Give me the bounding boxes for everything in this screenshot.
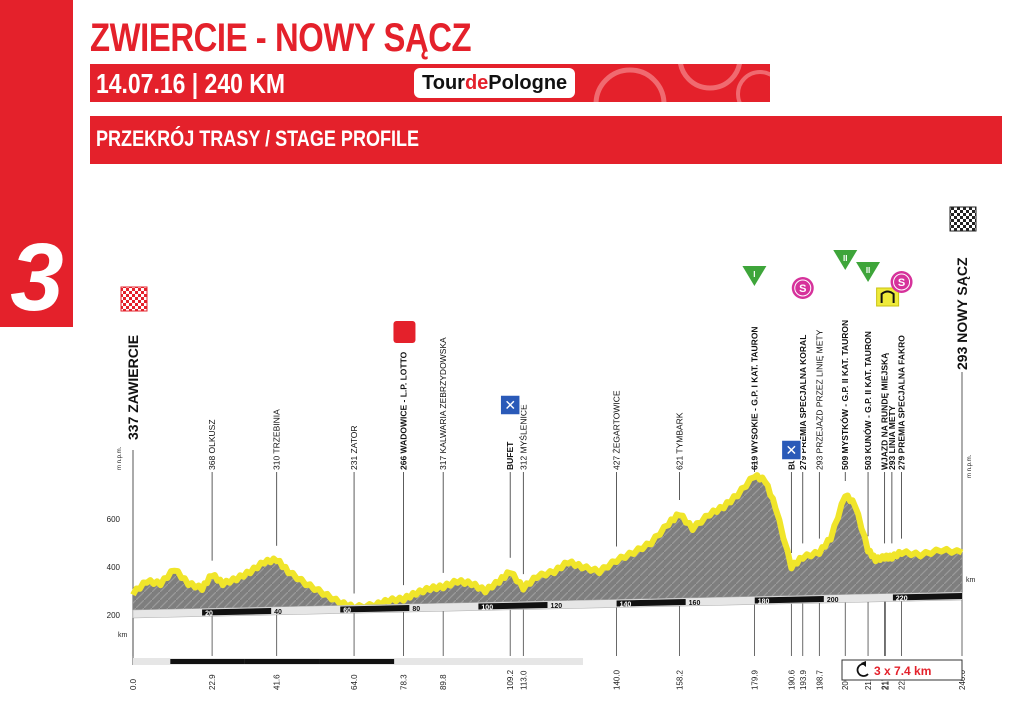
- x-unit-label-left: km: [118, 632, 128, 639]
- km-ruler-segment: [478, 602, 548, 610]
- sprint-symbol: S: [799, 283, 806, 295]
- km-tick-label: 20: [205, 611, 213, 618]
- circuit-note-text: 3 x 7.4 km: [874, 664, 931, 678]
- start-label: 337 ZAWIERCIE: [125, 335, 141, 440]
- stage-number-badge: 3: [0, 0, 73, 327]
- place-label: BUFET: [505, 441, 515, 470]
- finish-flag-icon: [949, 206, 977, 232]
- km-tick-label: 100: [481, 605, 493, 612]
- km-tick-label: 140: [620, 602, 632, 609]
- y-tick-label: 200: [107, 611, 121, 620]
- place-label: 619 WYSOKIE - G.P. I KAT. TAURON: [749, 326, 759, 470]
- km-position-label: 89.8: [439, 674, 448, 690]
- km-tick-label: 220: [896, 596, 908, 603]
- km-ruler-segment: [892, 593, 962, 601]
- terrain-area: [133, 475, 962, 610]
- km-position-label: 179.9: [750, 669, 759, 690]
- circuit-note-box: [841, 659, 963, 681]
- sprint-icon-ring: [794, 279, 812, 297]
- km-position-label: 113.0: [519, 670, 528, 690]
- place-label: 317 KALWARIA ZEBRZYDOWSKA: [438, 337, 448, 470]
- stage-number: 3: [10, 224, 64, 331]
- stage-date-distance: 14.07.16 | 240 KM: [96, 68, 285, 99]
- place-label: 293 PRZEJAZD PRZEZ LINIĘ METY: [814, 329, 824, 470]
- place-label: 368 OLKUSZ: [207, 419, 217, 470]
- y-tick-label: 600: [107, 515, 121, 524]
- km-ruler-segment: [616, 599, 686, 607]
- place-label: WJAZD NA RUNDĘ MIEJSKĄ: [880, 353, 890, 470]
- elevation-line: [130, 472, 964, 612]
- stage-profile-header: PRZEKRÓJ TRASY / STAGE PROFILE: [90, 116, 1002, 164]
- place-label: 312 MYŚLENICE: [517, 404, 528, 470]
- km-tick-label: 120: [551, 603, 563, 610]
- mountain-category: II: [866, 266, 870, 275]
- place-label: 509 MYSTKÓW - G.P. II KAT. TAURON: [839, 320, 850, 470]
- place-label: 293 LINIA METY: [887, 405, 897, 470]
- x-unit-label-right: km: [966, 577, 976, 584]
- km-ruler-segment: [754, 596, 824, 604]
- mountain-prime-icon: [856, 262, 881, 282]
- km-position-label: 193.9: [799, 669, 808, 690]
- circuit-arch-icon: [880, 290, 895, 303]
- km-tick-label: 200: [827, 597, 839, 604]
- circuit-note: 3 x 7.4 km: [841, 659, 963, 681]
- place-label: 427 ŻEGARTOWICE: [612, 390, 622, 470]
- km-position-label: 64.0: [350, 674, 359, 690]
- km-position-label: 78.3: [399, 674, 408, 690]
- place-label: 621 TYMBARK: [674, 412, 684, 470]
- mountain-prime-icon: [833, 250, 858, 270]
- finish-label: 293 NOWY SĄCZ: [954, 257, 970, 370]
- feed-zone-icon: [499, 394, 521, 416]
- route-markers: ✕ I ✕ S II II S: [120, 206, 977, 461]
- place-labels: 368 OLKUSZ 310 TRZEBINIA 231 ZATOR 266 WADO…: [125, 257, 970, 594]
- place-label: 231 ZATOR: [349, 425, 359, 470]
- place-label: 279 PREMIA SPECJALNA KORAL: [798, 335, 808, 470]
- km-position-label: 22.9: [208, 674, 217, 690]
- km-position-label: 0.0: [129, 678, 138, 690]
- km-position-label: 158.2: [675, 669, 684, 690]
- km-tick-label: 160: [689, 600, 701, 607]
- bonus-sprint-icon: [393, 321, 416, 343]
- km-tick-label: 180: [758, 599, 770, 606]
- lower-ruler-segment: [244, 659, 320, 664]
- km-position-label: 109.2: [506, 669, 515, 690]
- km-tick-label: 80: [412, 606, 420, 613]
- stage-info-bar: 14.07.16 | 240 KM TourdePologne: [90, 64, 770, 102]
- lower-ruler-segment: [170, 659, 245, 664]
- mountain-category: II: [843, 254, 847, 263]
- start-flag-icon: [120, 286, 148, 312]
- loop-arrow-icon: [856, 663, 869, 677]
- mountain-category: I: [753, 270, 755, 279]
- km-position-label: 198.7: [815, 669, 824, 690]
- km-ruler-segment: [340, 605, 410, 613]
- feed-zone-symbol: ✕: [504, 397, 516, 413]
- place-label: 503 KUNÓW - G.P. II KAT. TAURON: [862, 331, 873, 470]
- lower-ruler-segment: [319, 659, 395, 664]
- sprint-symbol: S: [898, 277, 905, 289]
- km-tick-label: 40: [274, 609, 282, 616]
- y-tick-label: 400: [107, 563, 121, 572]
- stage-title: ZWIERCIE - NOWY SĄCZ: [90, 16, 472, 60]
- tour-de-pologne-logo: TourdePologne: [416, 70, 574, 96]
- km-position-label: 190.6: [787, 669, 796, 690]
- place-label: 279 PREMIA SPECJALNA FAKRO: [897, 335, 907, 470]
- km-position-label: 140.0: [613, 669, 622, 690]
- place-label: 310 TRZEBINIA: [272, 409, 282, 470]
- km-ruler-segment: [202, 608, 272, 616]
- feed-zone-symbol: ✕: [785, 442, 797, 458]
- terrain-layer: [130, 472, 964, 665]
- stage-profile-label: PRZEKRÓJ TRASY / STAGE PROFILE: [96, 126, 420, 151]
- sprint-icon-ring: [893, 273, 911, 291]
- y-axis-label-right: m n.p.m.: [967, 454, 973, 478]
- y-axis-label-left: m n.p.m.: [117, 446, 123, 470]
- mountain-prime-icon: [742, 266, 767, 286]
- loop-arrowhead-icon: [861, 661, 866, 667]
- place-label: 266 WADOWICE - L.P. LOTTO: [398, 351, 408, 470]
- km-position-label: 41.6: [273, 674, 282, 690]
- decorative-arcs-icon: [593, 64, 770, 102]
- km-tick-label: 60: [343, 608, 351, 615]
- feed-zone-icon: [780, 439, 803, 461]
